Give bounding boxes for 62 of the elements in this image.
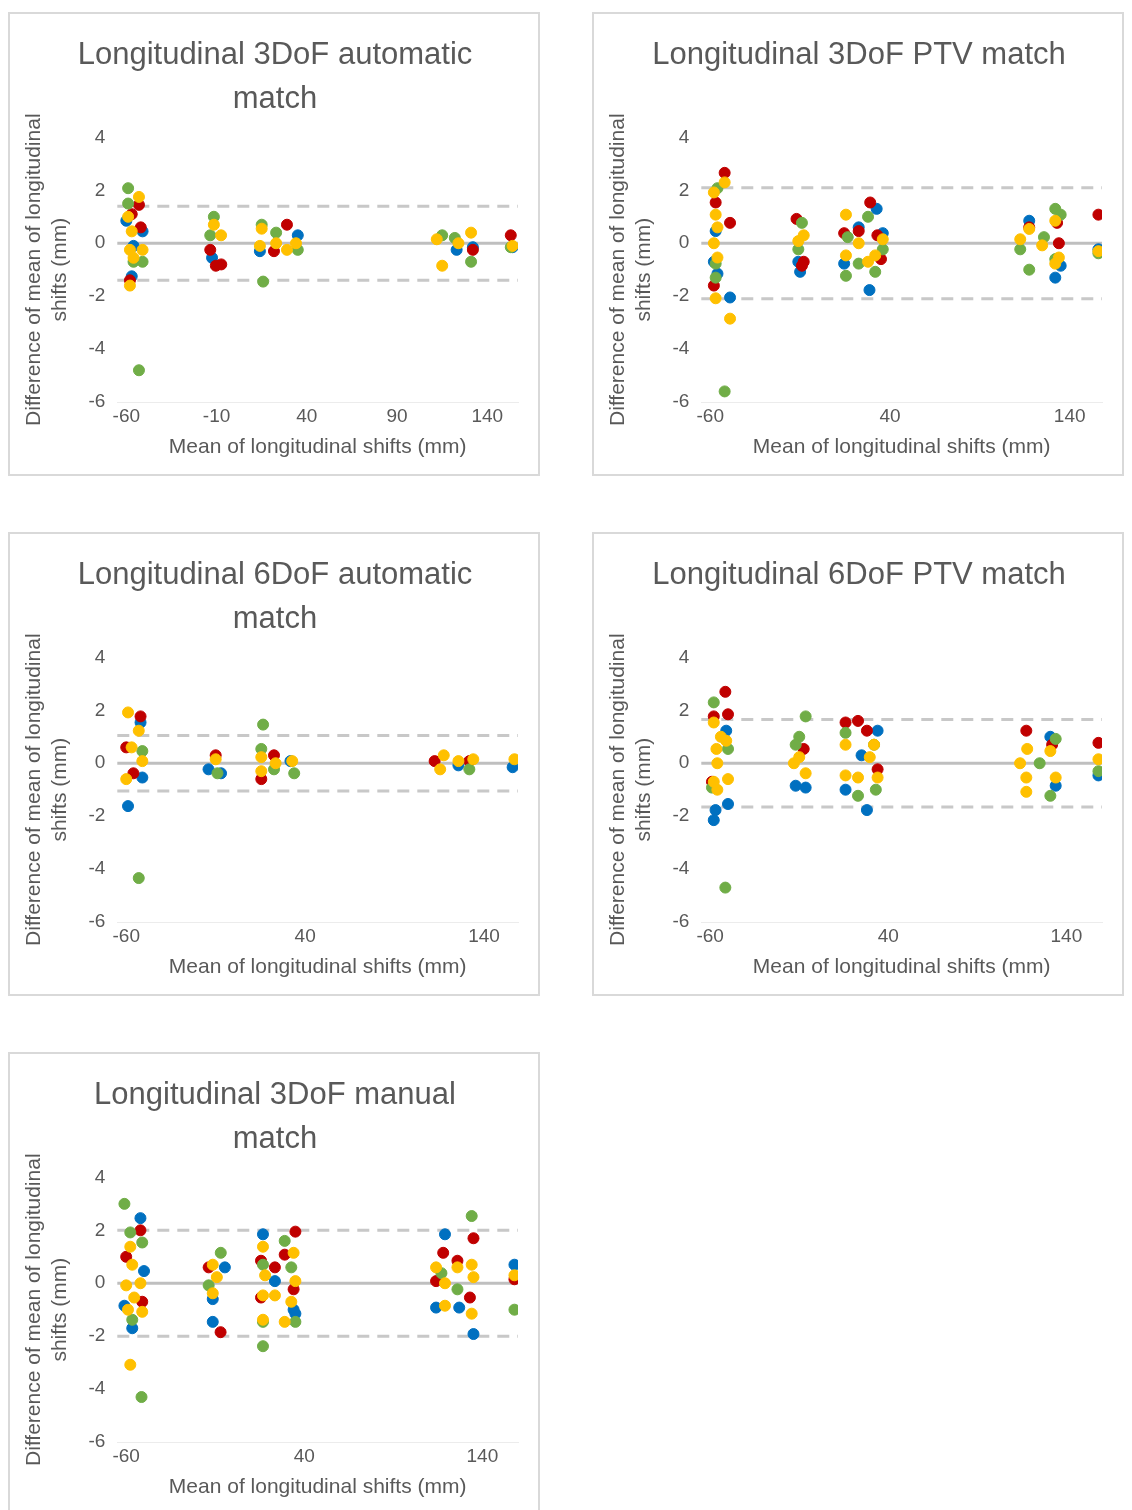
y-tick-label: 4 [678, 125, 690, 147]
y-tick-label: -4 [672, 857, 690, 879]
y-tick-label: 4 [678, 645, 690, 667]
chart-title: Longitudinal 3DoF manual match [93, 1075, 457, 1157]
x-tick-label: 90 [386, 404, 408, 426]
y-tick-label: 0 [678, 751, 690, 773]
y-axis-title: Difference of mean of longitudinal shifts (mm) [21, 1153, 70, 1466]
y-tick-label: -6 [672, 390, 690, 412]
y-tick-label: -2 [88, 284, 106, 306]
x-tick-label: -60 [112, 1444, 140, 1466]
x-axis-title: Mean of longitudinal shifts (mm) [752, 954, 1051, 978]
x-tick-label: -60 [112, 924, 140, 946]
y-tick-label: 2 [94, 698, 106, 720]
y-tick-label: 4 [94, 645, 106, 667]
y-tick-label: 2 [678, 698, 690, 720]
x-tick-label: -60 [112, 404, 141, 426]
x-tick-label: 40 [293, 1444, 315, 1466]
y-tick-label: -2 [672, 804, 690, 826]
y-axis-title: Difference of mean of longitudinal shifts (mm) [21, 633, 70, 946]
y-tick-label: -4 [88, 1377, 106, 1399]
y-tick-label: 0 [94, 1271, 106, 1293]
x-tick-label: 40 [294, 924, 316, 946]
chart-title: Longitudinal 3DoF automatic match [76, 35, 474, 117]
x-tick-label: 140 [466, 1444, 499, 1466]
y-tick-label: 2 [94, 178, 106, 200]
y-axis-title: Difference of mean of longitudinal shifts (mm) [605, 633, 654, 946]
x-tick-label: 140 [471, 404, 504, 426]
y-tick-label: 0 [94, 751, 106, 773]
x-tick-label: -60 [696, 924, 724, 946]
y-tick-label: -4 [88, 337, 106, 359]
y-tick-label: 0 [94, 231, 106, 253]
y-tick-label: -6 [88, 1430, 106, 1452]
x-axis-title: Mean of longitudinal shifts (mm) [168, 434, 467, 458]
x-tick-label: 40 [877, 924, 899, 946]
y-tick-label: 2 [94, 1218, 106, 1240]
x-tick-label: 40 [296, 404, 318, 426]
y-tick-label: 0 [678, 231, 690, 253]
y-tick-label: -6 [672, 910, 690, 932]
x-tick-label: 140 [1053, 404, 1086, 426]
x-axis-title: Mean of longitudinal shifts (mm) [752, 434, 1051, 458]
chart-title: Longitudinal 6DoF automatic match [76, 555, 474, 637]
y-tick-label: -4 [672, 337, 690, 359]
y-tick-label: 2 [678, 178, 690, 200]
x-tick-label: 140 [1050, 924, 1083, 946]
y-tick-label: -2 [88, 1324, 106, 1346]
x-tick-label: -10 [202, 404, 231, 426]
y-tick-label: -6 [88, 390, 106, 412]
y-tick-label: -6 [88, 910, 106, 932]
x-tick-label: 140 [468, 924, 500, 946]
y-tick-label: -2 [672, 284, 690, 306]
y-axis-title: Difference of mean of longitudinal shifts (mm) [605, 113, 654, 426]
x-axis-title: Mean of longitudinal shifts (mm) [168, 1474, 467, 1498]
x-tick-label: -60 [696, 404, 725, 426]
y-tick-label: -2 [88, 804, 106, 826]
y-axis-title: Difference of mean of longitudinal shifts (mm) [21, 113, 70, 426]
x-axis-title: Mean of longitudinal shifts (mm) [168, 954, 467, 978]
chart-title: Longitudinal 6DoF PTV match [651, 555, 1067, 593]
y-tick-label: 4 [94, 125, 106, 147]
y-tick-label: -4 [88, 857, 106, 879]
chart-title: Longitudinal 3DoF PTV match [651, 35, 1067, 73]
x-tick-label: 40 [879, 404, 901, 426]
y-tick-label: 4 [94, 1165, 106, 1187]
